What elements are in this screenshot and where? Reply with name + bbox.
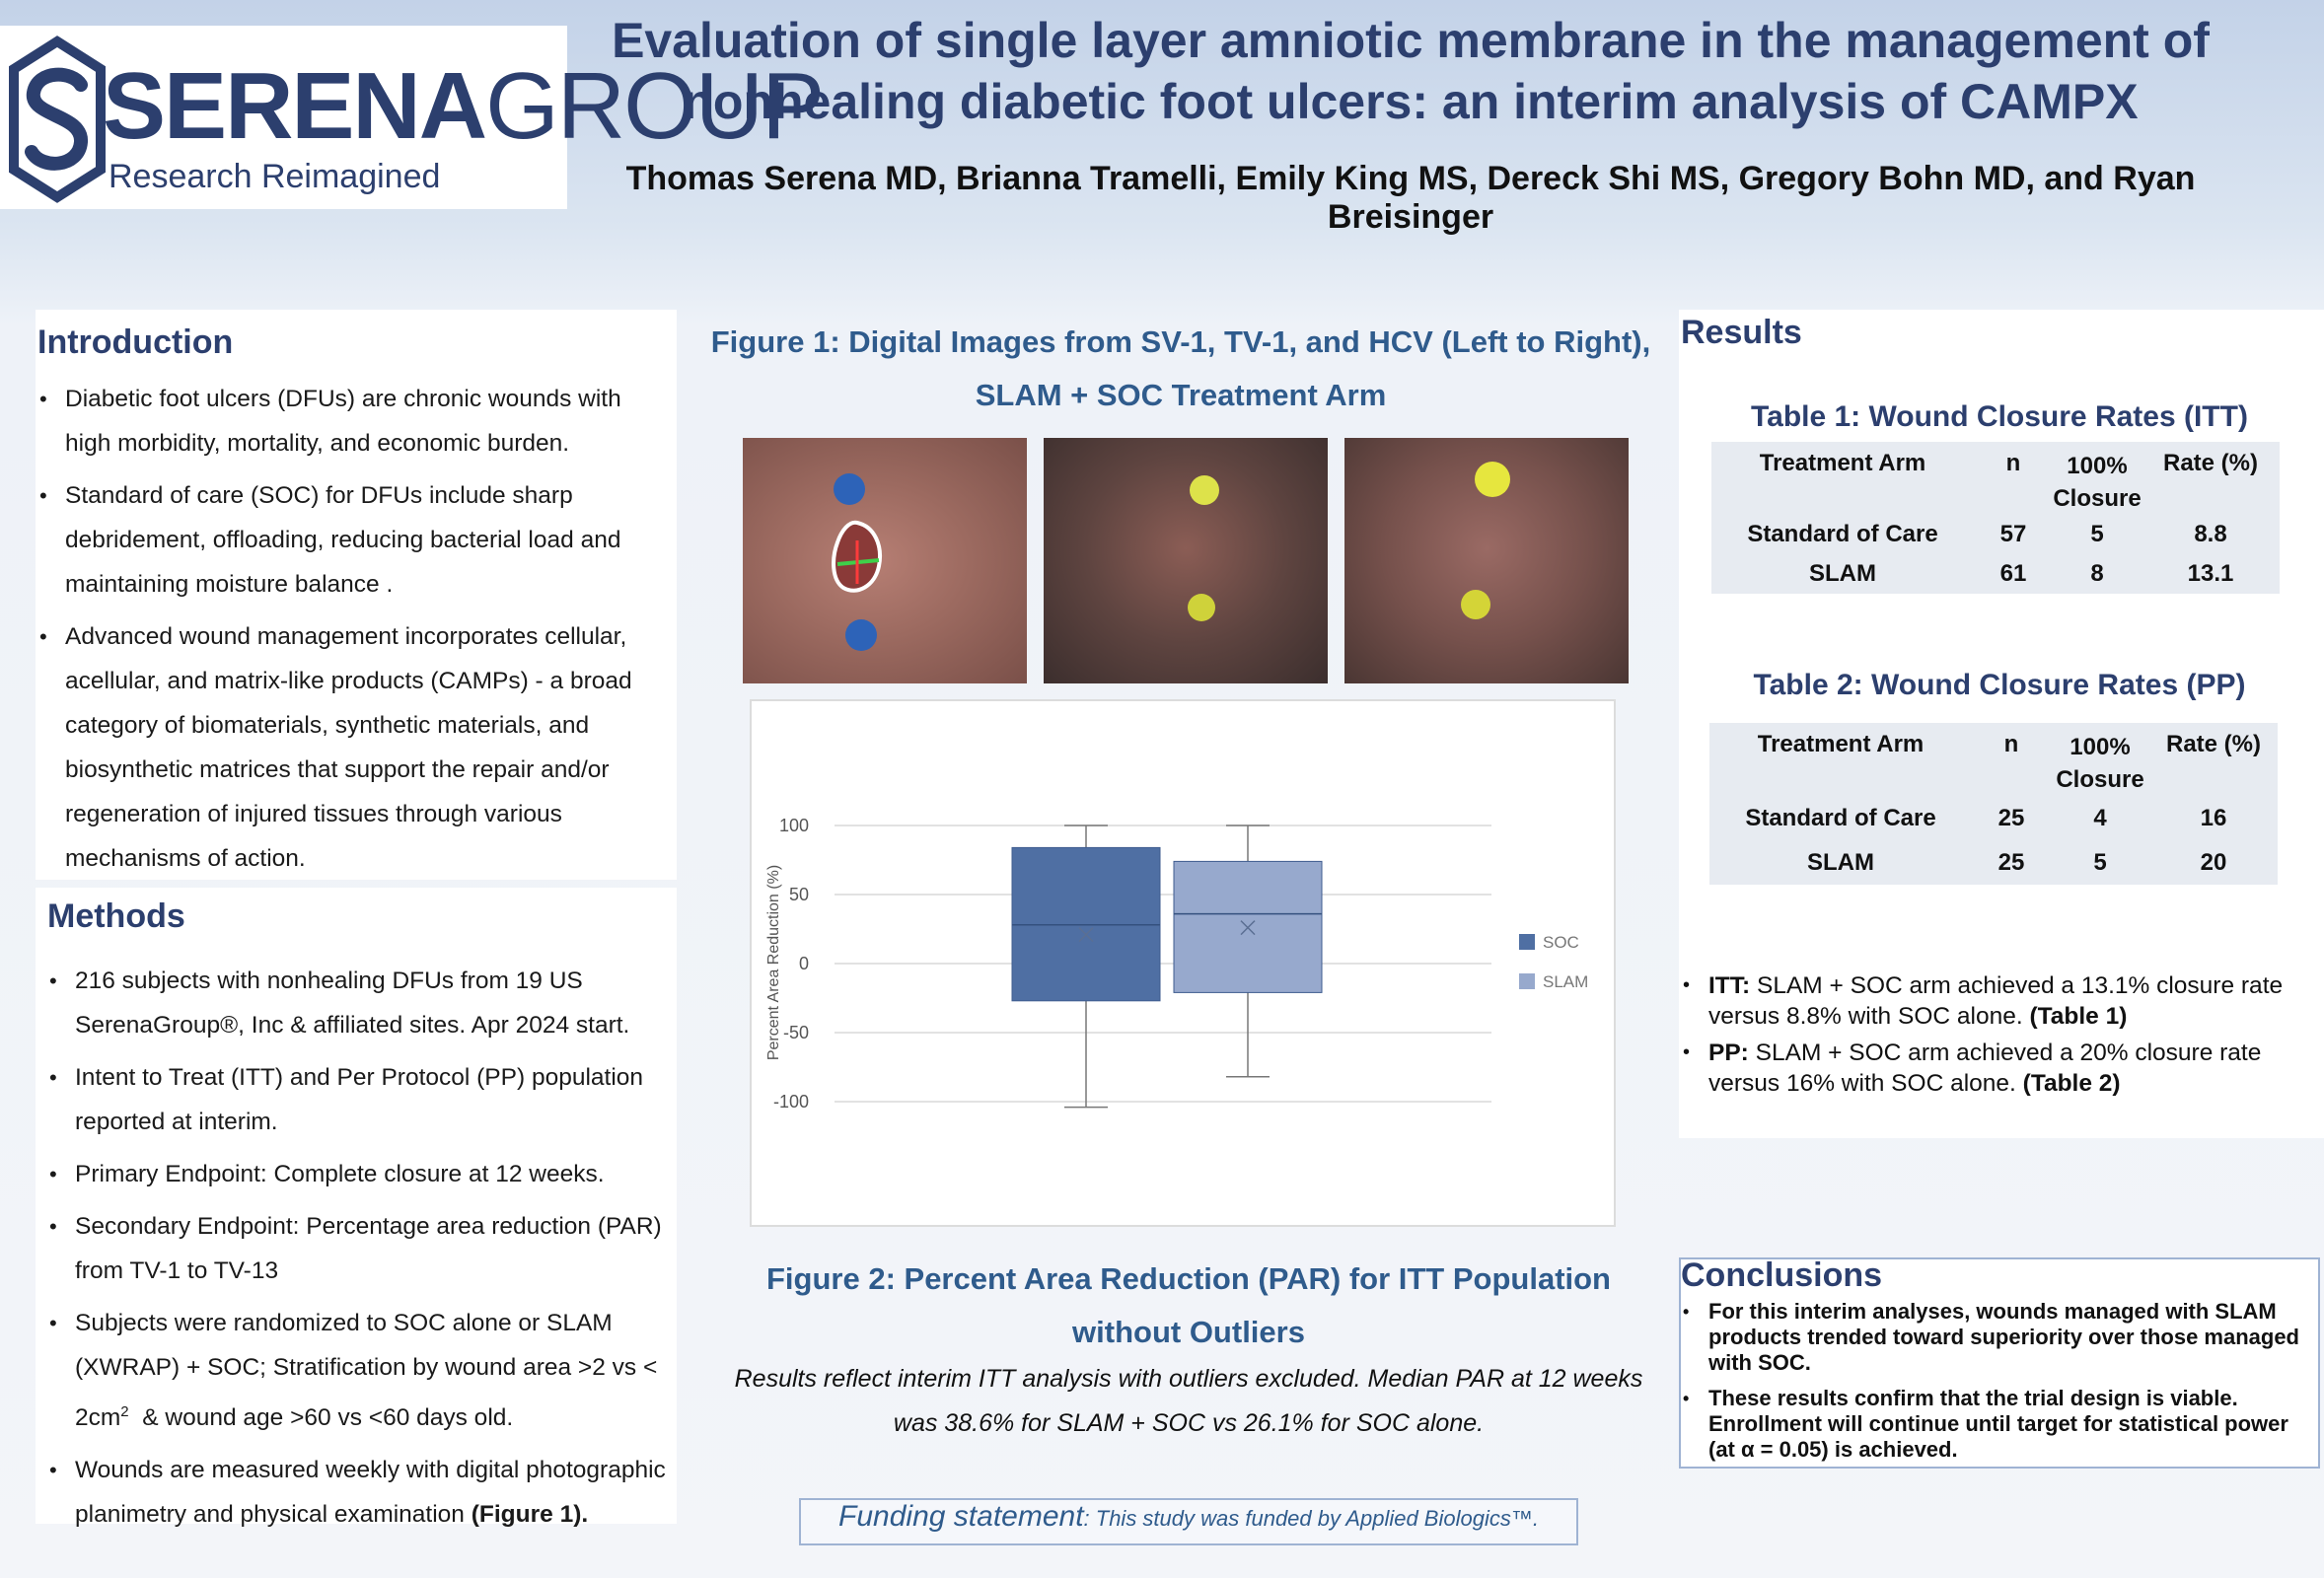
methods-heading: Methods <box>47 897 185 935</box>
logo-tagline: Research Reimagined <box>109 158 441 195</box>
y-axis-label: Percent Area Reduction (%) <box>765 865 782 1060</box>
wound-outline-icon <box>832 520 882 593</box>
table-row: Standard of Care 25 4 16 <box>1745 804 2227 831</box>
table2: Treatment Arm n 100% Closure Rate (%) Sta… <box>1709 723 2278 885</box>
table-header: n <box>2003 731 2019 757</box>
mean-marker <box>1240 920 1256 936</box>
list-item: ITT: SLAM + SOC arm achieved a 13.1% clo… <box>1681 970 2302 1032</box>
table-header: Rate (%) <box>2165 731 2261 757</box>
yellow-marker-icon <box>1190 475 1219 505</box>
logo: SERENAGROUP Research Reimagined <box>0 26 825 209</box>
list-item: 216 subjects with nonhealing DFUs from 1… <box>47 959 679 1047</box>
table-header: 100% Closure <box>2053 453 2142 512</box>
table1: Treatment Arm n 100% Closure Rate (%) Sta… <box>1711 442 2280 594</box>
author-list: Thomas Serena MD, Brianna Tramelli, Emil… <box>625 160 2196 236</box>
blue-marker-icon <box>845 619 877 651</box>
conclusions-panel: Conclusions For this interim analyses, w… <box>1679 1256 2320 1472</box>
wound-photo-sv1 <box>743 438 1027 683</box>
mean-marker <box>1078 927 1094 943</box>
wound-photo-tv1 <box>1044 438 1328 683</box>
list-item: Subjects were randomized to SOC alone or… <box>47 1301 679 1440</box>
conclusions-list: For this interim analyses, wounds manage… <box>1681 1299 2312 1472</box>
chart-svg: 100 50 0 -50 -100 Percent Area Reduction (%)… <box>765 816 1588 1112</box>
methods-list: 216 subjects with nonhealing DFUs from 1… <box>47 959 679 1544</box>
wound-photo-hcv <box>1344 438 1629 683</box>
list-item: Wounds are measured weekly with digital … <box>47 1448 679 1537</box>
figure2-caption: Results reflect interim ITT analysis wit… <box>734 1365 1643 1437</box>
y-tick-label: 100 <box>779 816 809 835</box>
par-boxplot-chart: 100 50 0 -50 -100 Percent Area Reduction (%)… <box>750 699 1616 1227</box>
conclusions-heading: Conclusions <box>1681 1256 1883 1294</box>
table-row: SLAM 25 5 20 <box>1807 848 2227 876</box>
table-row: Standard of Care 57 5 8.8 <box>1747 521 2227 547</box>
logo-wordmark: SERENAGROUP <box>103 53 825 159</box>
funding-statement: Funding statement: This study was funded… <box>799 1498 1578 1545</box>
yellow-marker-icon <box>1475 462 1510 497</box>
legend-label: SLAM <box>1543 972 1588 991</box>
table-header: Treatment Arm <box>1759 450 1926 476</box>
results-heading: Results <box>1681 314 1802 351</box>
legend-swatch <box>1519 973 1535 989</box>
table-row: SLAM 61 8 13.1 <box>1809 560 2234 587</box>
y-tick-label: 50 <box>789 885 809 904</box>
table1-title: Table 1: Wound Closure Rates (ITT) <box>1751 400 2248 433</box>
table-header: Rate (%) <box>2162 450 2258 476</box>
serena-hexagon-icon <box>9 36 106 203</box>
figure2-title: Figure 2: Percent Area Reduction (PAR) f… <box>766 1261 1611 1349</box>
y-tick-label: -50 <box>783 1023 809 1042</box>
legend-swatch <box>1519 934 1535 950</box>
figure1-title: Figure 1: Digital Images from SV-1, TV-1… <box>710 324 1651 412</box>
y-tick-label: -100 <box>773 1092 809 1112</box>
table-header: Treatment Arm <box>1757 731 1925 757</box>
introduction-panel: Introduction Diabetic foot ulcers (DFUs)… <box>36 310 677 880</box>
list-item: Primary Endpoint: Complete closure at 12… <box>47 1152 679 1196</box>
list-item: Standard of care (SOC) for DFUs include … <box>37 473 669 607</box>
list-item: PP: SLAM + SOC arm achieved a 20% closur… <box>1681 1038 2302 1099</box>
introduction-heading: Introduction <box>37 323 234 361</box>
legend-label: SOC <box>1543 933 1579 952</box>
table-header: n <box>2005 450 2021 476</box>
poster-title: Evaluation of single layer amniotic memb… <box>612 13 2210 129</box>
list-item: Intent to Treat (ITT) and Per Protocol (… <box>47 1055 679 1144</box>
list-item: Advanced wound management incorporates c… <box>37 614 669 881</box>
list-item: For this interim analyses, wounds manage… <box>1681 1299 2312 1376</box>
table-header: 100% Closure <box>2056 734 2144 793</box>
y-tick-label: 0 <box>799 954 809 973</box>
table2-title: Table 2: Wound Closure Rates (PP) <box>1753 669 2246 701</box>
list-item: These results confirm that the trial des… <box>1681 1386 2312 1463</box>
methods-panel: Methods 216 subjects with nonhealing DFU… <box>36 888 677 1528</box>
blue-marker-icon <box>834 473 865 505</box>
results-summary-list: ITT: SLAM + SOC arm achieved a 13.1% clo… <box>1681 970 2302 1105</box>
yellow-marker-icon <box>1461 590 1490 619</box>
yellow-marker-icon <box>1188 594 1215 621</box>
list-item: Secondary Endpoint: Percentage area redu… <box>47 1204 679 1293</box>
list-item: Diabetic foot ulcers (DFUs) are chronic … <box>37 377 669 466</box>
introduction-list: Diabetic foot ulcers (DFUs) are chronic … <box>37 377 669 889</box>
results-panel: Results Table 1: Wound Closure Rates (IT… <box>1679 310 2324 1138</box>
